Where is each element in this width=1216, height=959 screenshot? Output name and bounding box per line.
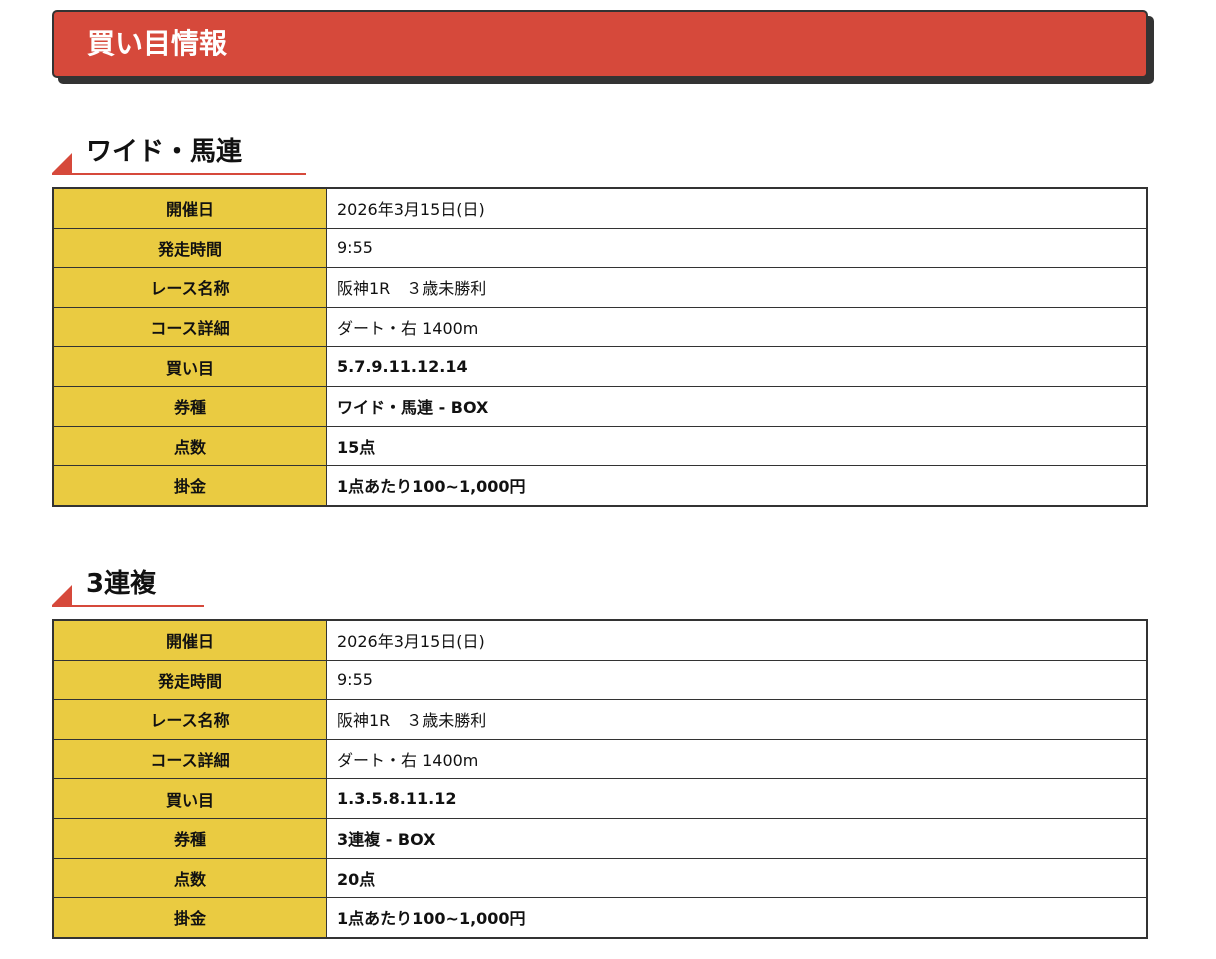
corner-triangle-icon: [52, 153, 72, 173]
row-value: ダート・右 1400m: [326, 306, 1148, 348]
bet-info-table: 開催日 2026年3月15日(日) 発走時間 9:55 レース名称 阪神1R ３歳未勝利コ…: [52, 619, 1148, 939]
row-value: ダート・右 1400m: [326, 738, 1148, 780]
row-label: 券種: [52, 817, 327, 859]
row-value: 阪神1R ３歳未勝利: [326, 267, 1148, 308]
table-row: 券種 3連複 - BOX: [52, 817, 1148, 859]
table-row: 買い目 5.7.9.11.12.14: [52, 346, 1148, 387]
table-row: コース詳細 ダート・右 1400m: [52, 738, 1148, 780]
table-row: レース名称 阪神1R ３歳未勝利: [52, 267, 1148, 308]
row-label: コース詳細: [52, 306, 327, 348]
section-title: ワイド・馬連: [86, 137, 243, 167]
bet-info-table: 開催日 2026年3月15日(日) 発走時間 9:55 レース名称 阪神1R ３歳未勝利コ…: [52, 187, 1148, 507]
row-label: 開催日: [52, 619, 327, 661]
table-row: 掛金 1点あたり100~1,000円: [52, 465, 1148, 507]
row-value: 2026年3月15日(日): [326, 619, 1148, 661]
row-label: コース詳細: [52, 738, 327, 780]
table-row: 発走時間 9:55: [52, 659, 1148, 701]
table-row: 券種 ワイド・馬連 - BOX: [52, 385, 1148, 427]
row-label: 点数: [52, 425, 327, 467]
table-row: コース詳細 ダート・右 1400m: [52, 306, 1148, 348]
section-title: 3連複: [86, 569, 157, 599]
row-value: 5.7.9.11.12.14: [326, 346, 1148, 387]
table-row: 発走時間 9:55: [52, 227, 1148, 269]
row-label: 買い目: [52, 778, 327, 819]
table-row: 点数 15点: [52, 425, 1148, 467]
row-value: 9:55: [326, 659, 1148, 701]
row-value: 1点あたり100~1,000円: [326, 465, 1148, 507]
table-row: 開催日 2026年3月15日(日): [52, 619, 1148, 661]
section-heading: ワイド・馬連: [52, 137, 306, 175]
row-value: 3連複 - BOX: [326, 817, 1148, 859]
page-title: 買い目情報: [87, 27, 228, 60]
row-value: 20点: [326, 857, 1148, 899]
row-value: 阪神1R ３歳未勝利: [326, 699, 1148, 740]
table-row: 点数 20点: [52, 857, 1148, 899]
table-row: レース名称 阪神1R ３歳未勝利: [52, 699, 1148, 740]
row-value: 2026年3月15日(日): [326, 187, 1148, 229]
page-title-banner: 買い目情報: [52, 10, 1148, 78]
row-value: 15点: [326, 425, 1148, 467]
row-label: 掛金: [52, 897, 327, 939]
corner-triangle-icon: [52, 585, 72, 605]
row-value: ワイド・馬連 - BOX: [326, 385, 1148, 427]
table-row: 開催日 2026年3月15日(日): [52, 187, 1148, 229]
row-value: 1.3.5.8.11.12: [326, 778, 1148, 819]
row-label: 券種: [52, 385, 327, 427]
row-label: 開催日: [52, 187, 327, 229]
row-label: 買い目: [52, 346, 327, 387]
row-label: レース名称: [52, 699, 327, 740]
row-label: 発走時間: [52, 227, 327, 269]
row-label: 掛金: [52, 465, 327, 507]
table-row: 買い目 1.3.5.8.11.12: [52, 778, 1148, 819]
row-label: 発走時間: [52, 659, 327, 701]
table-row: 掛金 1点あたり100~1,000円: [52, 897, 1148, 939]
section-heading: 3連複: [52, 569, 204, 607]
row-value: 9:55: [326, 227, 1148, 269]
row-label: 点数: [52, 857, 327, 899]
row-value: 1点あたり100~1,000円: [326, 897, 1148, 939]
row-label: レース名称: [52, 267, 327, 308]
